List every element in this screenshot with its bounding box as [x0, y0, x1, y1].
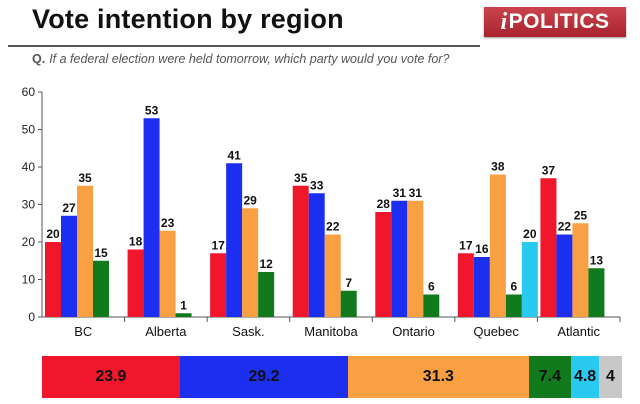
bar-green: [505, 294, 522, 317]
y-tick-label: 50: [22, 123, 36, 137]
bar-green: [175, 313, 192, 317]
bar-red: [45, 242, 61, 317]
bar-orange: [489, 174, 506, 317]
bar-blue: [473, 257, 490, 317]
y-tick-label: 60: [22, 85, 36, 99]
data-label: 38: [491, 160, 505, 174]
bar-orange: [159, 230, 176, 317]
data-label: 1: [180, 298, 187, 312]
bar-blue: [143, 118, 160, 317]
summary-segment-cyan: 4.8: [571, 356, 599, 398]
data-label: 31: [409, 186, 423, 200]
y-tick-label: 40: [22, 160, 36, 174]
data-label: 22: [326, 220, 340, 234]
chart-title: Vote intention by region: [32, 4, 344, 34]
bar-green: [93, 260, 109, 317]
national-summary-bar: 23.9 29.2 31.3 7.4 4.8 4: [42, 356, 622, 398]
data-label: 16: [475, 242, 489, 256]
data-label: 7: [345, 276, 352, 290]
data-label: 17: [459, 238, 473, 252]
y-tick-label: 0: [28, 310, 35, 324]
data-label: 27: [62, 201, 76, 215]
x-tick-label: Atlantic: [557, 324, 600, 339]
y-tick-label: 10: [22, 273, 36, 287]
bar-green: [340, 290, 357, 317]
bar-orange: [572, 223, 589, 317]
bar-chart: 0102030405060BC20273515Alberta1853231Sas…: [22, 85, 621, 339]
data-label: 29: [243, 193, 257, 207]
y-tick-label: 30: [22, 198, 36, 212]
bar-green: [258, 272, 275, 317]
data-label: 31: [393, 186, 407, 200]
data-label: 53: [145, 103, 159, 117]
bar-green: [588, 268, 605, 317]
x-tick-label: Manitoba: [304, 324, 358, 339]
data-label: 20: [46, 227, 60, 241]
data-label: 35: [294, 171, 308, 185]
logo-text: POLITICS: [508, 10, 610, 33]
bar-red: [457, 253, 474, 317]
bar-orange: [324, 234, 341, 317]
x-tick-label: Alberta: [145, 324, 187, 339]
title-divider: [8, 45, 480, 47]
bar-blue: [308, 193, 325, 317]
y-tick-label: 20: [22, 235, 36, 249]
bar-orange: [407, 200, 424, 317]
data-label: 6: [511, 280, 518, 294]
data-label: 15: [94, 246, 108, 260]
data-label: 12: [259, 257, 273, 271]
bar-cyan: [521, 242, 538, 317]
x-tick-label: BC: [74, 324, 92, 339]
logo-i: i: [500, 8, 508, 35]
data-label: 13: [590, 253, 604, 267]
data-label: 17: [211, 238, 225, 252]
data-label: 18: [129, 235, 143, 249]
survey-question: Q. If a federal election were held tomorr…: [32, 52, 449, 66]
bar-orange: [242, 208, 259, 317]
bar-red: [127, 249, 144, 317]
x-tick-label: Sask.: [232, 324, 265, 339]
bar-blue: [556, 234, 573, 317]
data-label: 20: [523, 227, 537, 241]
bar-red: [292, 185, 309, 317]
bar-red: [210, 253, 227, 317]
bar-red: [375, 212, 392, 317]
summary-segment-gray: 4: [598, 356, 622, 398]
x-tick-label: Ontario: [392, 324, 435, 339]
bar-red: [540, 178, 557, 317]
data-label: 33: [310, 178, 324, 192]
data-label: 25: [574, 208, 588, 222]
data-label: 23: [161, 216, 175, 230]
data-label: 22: [558, 220, 572, 234]
summary-segment-green: 7.4: [528, 356, 572, 398]
data-label: 6: [428, 280, 435, 294]
x-tick-label: Quebec: [473, 324, 519, 339]
bar-orange: [77, 185, 93, 317]
bar-blue: [61, 215, 77, 317]
ipolitics-logo: i POLITICS: [484, 7, 626, 37]
data-label: 28: [377, 197, 391, 211]
data-label: 35: [78, 171, 92, 185]
data-label: 37: [542, 163, 556, 177]
summary-segment-orange: 31.3: [348, 356, 529, 398]
bar-green: [423, 294, 440, 317]
bar-blue: [226, 163, 243, 317]
summary-segment-blue: 29.2: [179, 356, 349, 398]
summary-segment-red: 23.9: [42, 356, 180, 398]
question-prefix: Q.: [32, 52, 46, 66]
bar-blue: [391, 200, 408, 317]
question-text: If a federal election were held tomorrow…: [49, 52, 450, 66]
data-label: 41: [227, 148, 241, 162]
